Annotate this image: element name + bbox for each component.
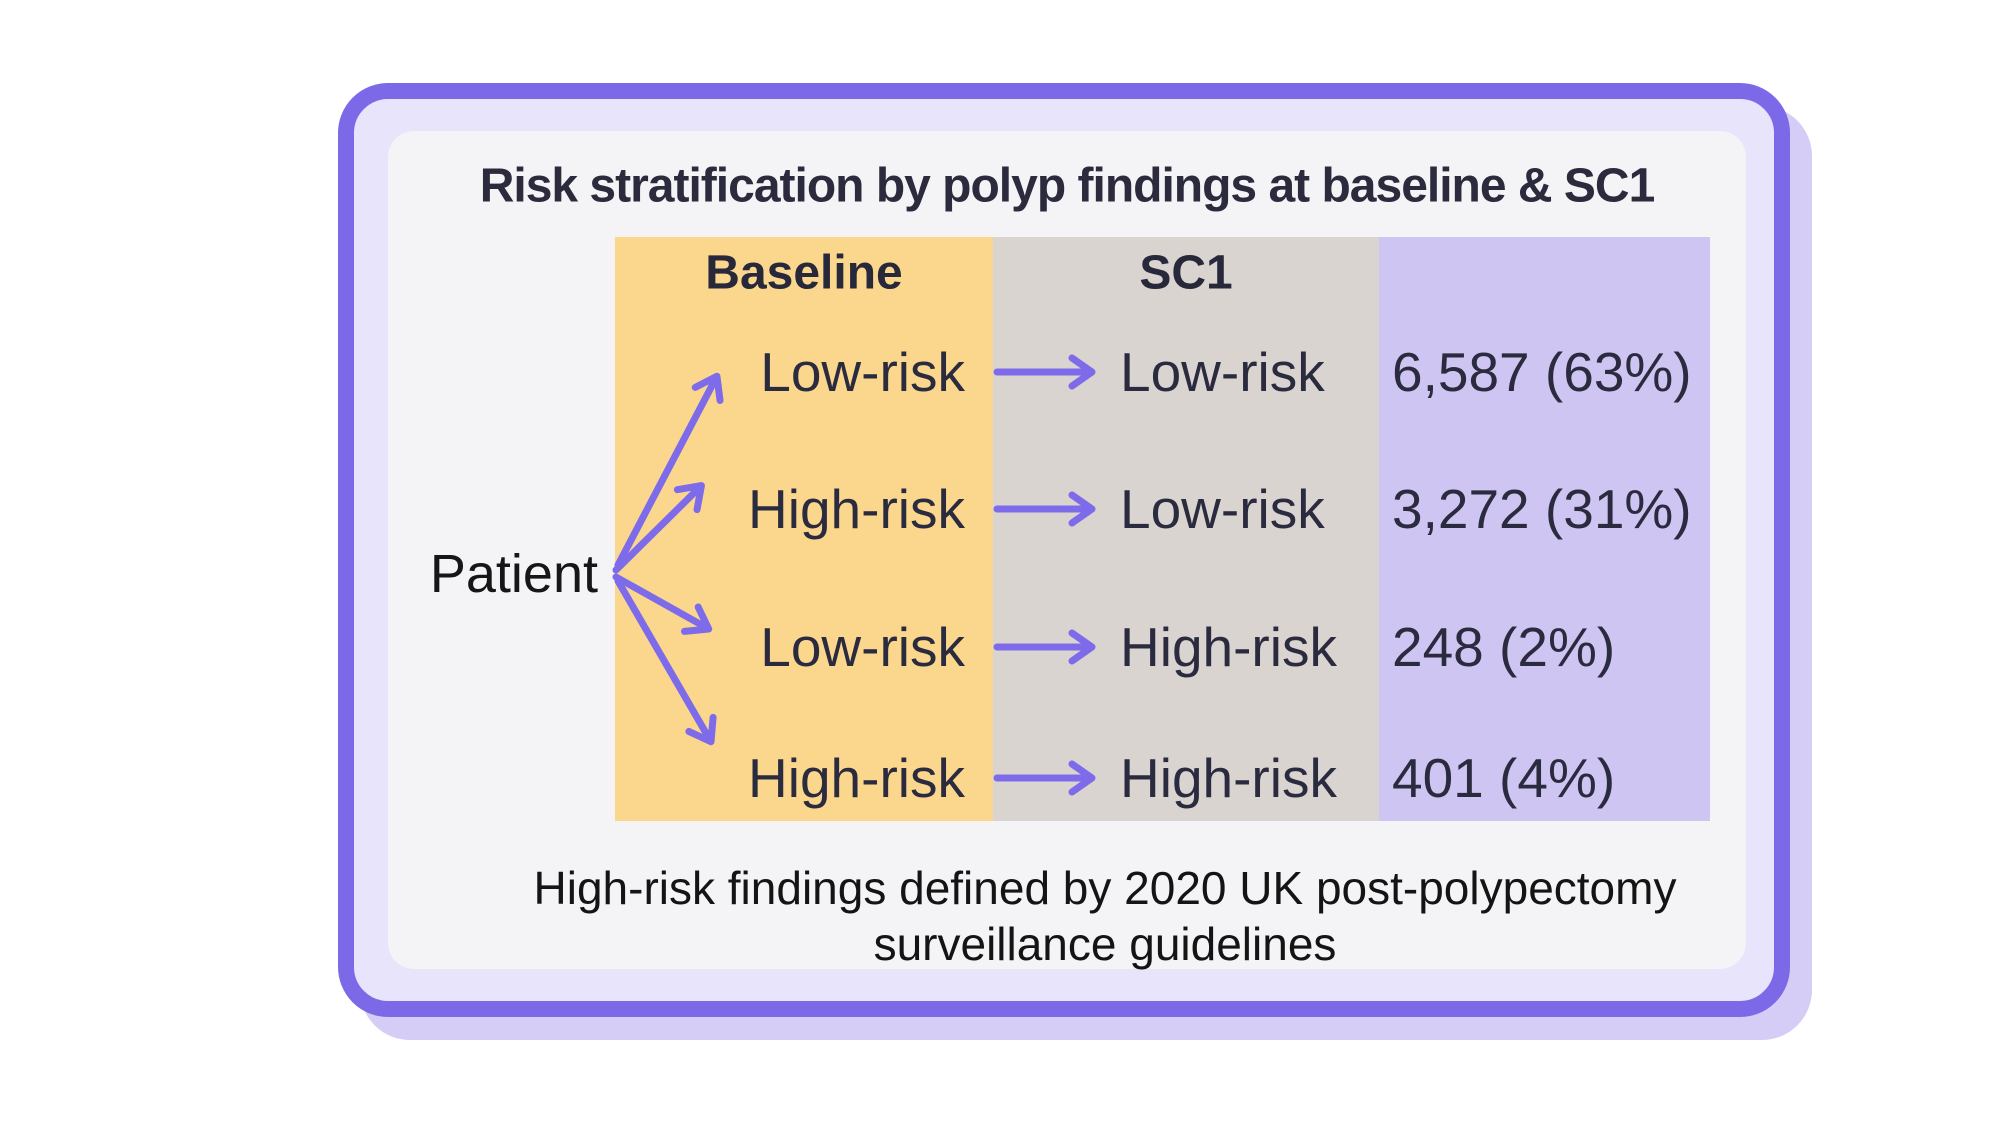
sc1-risk-row1: Low-risk <box>1120 341 1325 403</box>
baseline-risk-row1: Low-risk <box>760 341 965 403</box>
count-row3: 248 (2%) <box>1392 616 1616 678</box>
baseline-risk-row3: Low-risk <box>760 616 965 678</box>
count-row1: 6,587 (63%) <box>1392 341 1692 403</box>
counts-column-background <box>1379 237 1710 821</box>
count-row2: 3,272 (31%) <box>1392 478 1692 540</box>
baseline-risk-row2: High-risk <box>748 478 965 540</box>
baseline-risk-row4: High-risk <box>748 747 965 809</box>
footnote-line2: surveillance guidelines <box>873 918 1337 970</box>
sc1-risk-row3: High-risk <box>1120 616 1337 678</box>
sc1-column-background <box>993 237 1379 821</box>
count-row4: 401 (4%) <box>1392 747 1616 809</box>
page-title: Risk stratification by polyp findings at… <box>479 159 1656 213</box>
patient-root-label: Patient <box>429 544 598 604</box>
footnote-line1: High-risk findings defined by 2020 UK po… <box>533 862 1677 914</box>
sc1-risk-row4: High-risk <box>1120 747 1337 809</box>
sc1-risk-row2: Low-risk <box>1120 478 1325 540</box>
baseline-column-header: Baseline <box>705 246 903 300</box>
sc1-column-header: SC1 <box>1139 246 1233 300</box>
